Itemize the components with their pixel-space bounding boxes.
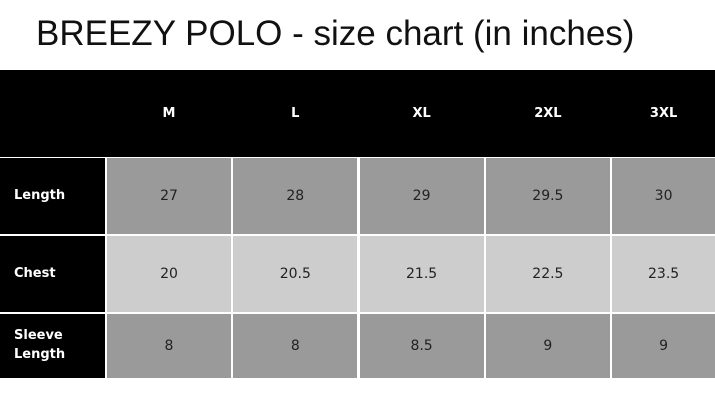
title: BREEZY POLO - size chart (in inches) bbox=[36, 14, 635, 53]
size-value: 29 bbox=[359, 158, 484, 234]
row-label: Length bbox=[0, 158, 105, 234]
size-value: 22.5 bbox=[485, 236, 610, 312]
column-header: 3XL bbox=[612, 70, 715, 157]
size-value: 23.5 bbox=[612, 236, 715, 312]
size-value: 20 bbox=[107, 236, 231, 312]
size-value: 29.5 bbox=[485, 158, 610, 234]
row-label: Sleeve Length bbox=[0, 314, 105, 378]
column-header: XL bbox=[359, 70, 484, 157]
column-header: 2XL bbox=[485, 70, 610, 157]
size-value: 9 bbox=[485, 314, 610, 378]
size-value: 8 bbox=[107, 314, 231, 378]
size-value: 8 bbox=[233, 314, 358, 378]
size-value: 30 bbox=[612, 158, 715, 234]
size-value: 20.5 bbox=[233, 236, 358, 312]
column-header: M bbox=[107, 70, 231, 157]
size-value: 28 bbox=[233, 158, 358, 234]
size-value: 27 bbox=[107, 158, 231, 234]
size-value: 8.5 bbox=[359, 314, 484, 378]
size-value: 21.5 bbox=[359, 236, 484, 312]
column-header: L bbox=[233, 70, 358, 157]
row-label: Chest bbox=[0, 236, 105, 312]
size-value: 9 bbox=[612, 314, 715, 378]
